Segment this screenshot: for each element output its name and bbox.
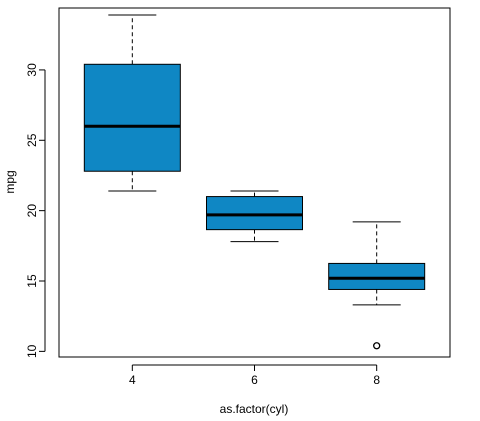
- y-tick-label: 25: [25, 133, 39, 147]
- box-group-6: [206, 190, 303, 243]
- plot-frame: [58, 7, 451, 358]
- box-iqr: [328, 262, 426, 290]
- y-axis-title: mpg: [3, 170, 17, 193]
- outlier-point: [373, 342, 381, 350]
- box-group-8: [328, 221, 426, 350]
- y-tick-label: 15: [25, 274, 39, 288]
- y-tick-label: 30: [25, 63, 39, 77]
- box-group-4: [83, 14, 181, 192]
- x-axis: 4 6 8: [129, 364, 380, 387]
- boxes-layer: [83, 14, 426, 350]
- y-tick-label: 20: [25, 204, 39, 218]
- x-tick-label: 4: [129, 373, 136, 387]
- box-iqr: [206, 196, 303, 231]
- box-iqr: [83, 63, 181, 172]
- y-tick-label: 10: [25, 344, 39, 358]
- x-tick-label: 8: [373, 373, 380, 387]
- y-axis: 10 15 20 25 30: [25, 63, 46, 358]
- x-tick-label: 6: [251, 373, 258, 387]
- x-axis-title: as.factor(cyl): [220, 402, 289, 416]
